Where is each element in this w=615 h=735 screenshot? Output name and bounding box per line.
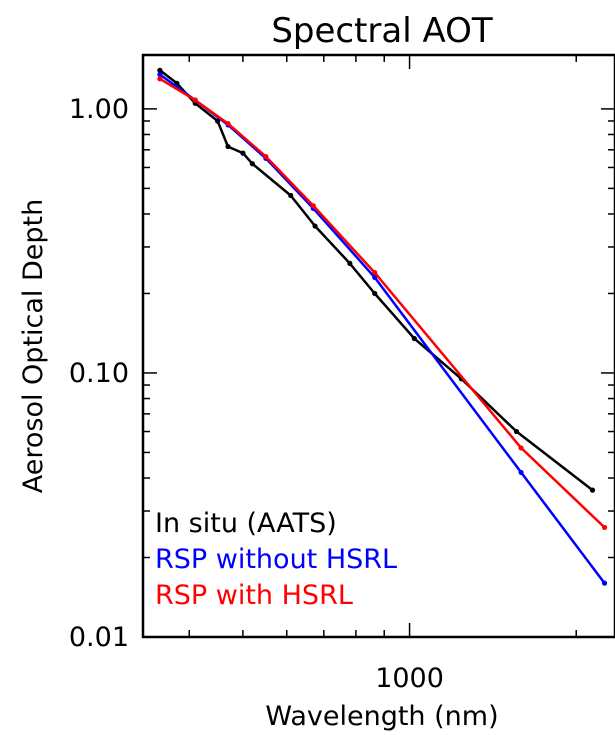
x-axis-label: Wavelength (nm)	[265, 701, 498, 732]
data-point	[310, 203, 316, 209]
y-tick-label: 1.00	[69, 94, 129, 125]
legend: In situ (AATS) RSP without HSRL RSP with H…	[155, 508, 397, 611]
legend-entry: RSP with HSRL	[155, 580, 353, 611]
data-point	[518, 445, 524, 451]
data-point	[157, 67, 163, 73]
data-point	[372, 290, 378, 297]
data-point	[249, 161, 255, 167]
x-tick-label: 1000	[375, 663, 444, 694]
data-point	[347, 260, 353, 266]
chart-title: Spectral AOT	[271, 11, 493, 51]
data-point	[411, 335, 417, 342]
series-layer	[157, 67, 608, 586]
data-point	[263, 153, 269, 160]
series-1	[157, 67, 596, 493]
data-point	[312, 223, 318, 229]
data-point	[372, 274, 378, 281]
data-point	[225, 143, 231, 150]
data-point	[601, 580, 608, 586]
data-point	[372, 269, 378, 276]
data-point	[214, 118, 221, 124]
data-point	[240, 150, 246, 156]
data-point	[518, 469, 524, 476]
data-point	[157, 76, 163, 82]
y-tick-label: 0.10	[69, 358, 129, 389]
plot-frame	[141, 53, 615, 639]
data-point	[513, 428, 520, 435]
data-point	[601, 524, 608, 531]
axis-tick-labels: 0.01 0.10 1.00 1000	[69, 94, 444, 694]
series-3	[157, 76, 608, 531]
data-point	[225, 120, 231, 127]
data-point	[192, 97, 198, 103]
data-point	[157, 71, 163, 78]
legend-entry: In situ (AATS)	[155, 508, 337, 539]
y-tick-label: 0.01	[69, 622, 129, 653]
legend-entry: RSP without HSRL	[155, 544, 397, 575]
data-point	[288, 192, 294, 199]
data-point	[589, 487, 596, 493]
series-line	[159, 77, 606, 529]
series-line	[159, 73, 606, 584]
axis-ticks	[143, 55, 615, 638]
y-axis-label: Aerosol Optical Depth	[18, 199, 49, 494]
